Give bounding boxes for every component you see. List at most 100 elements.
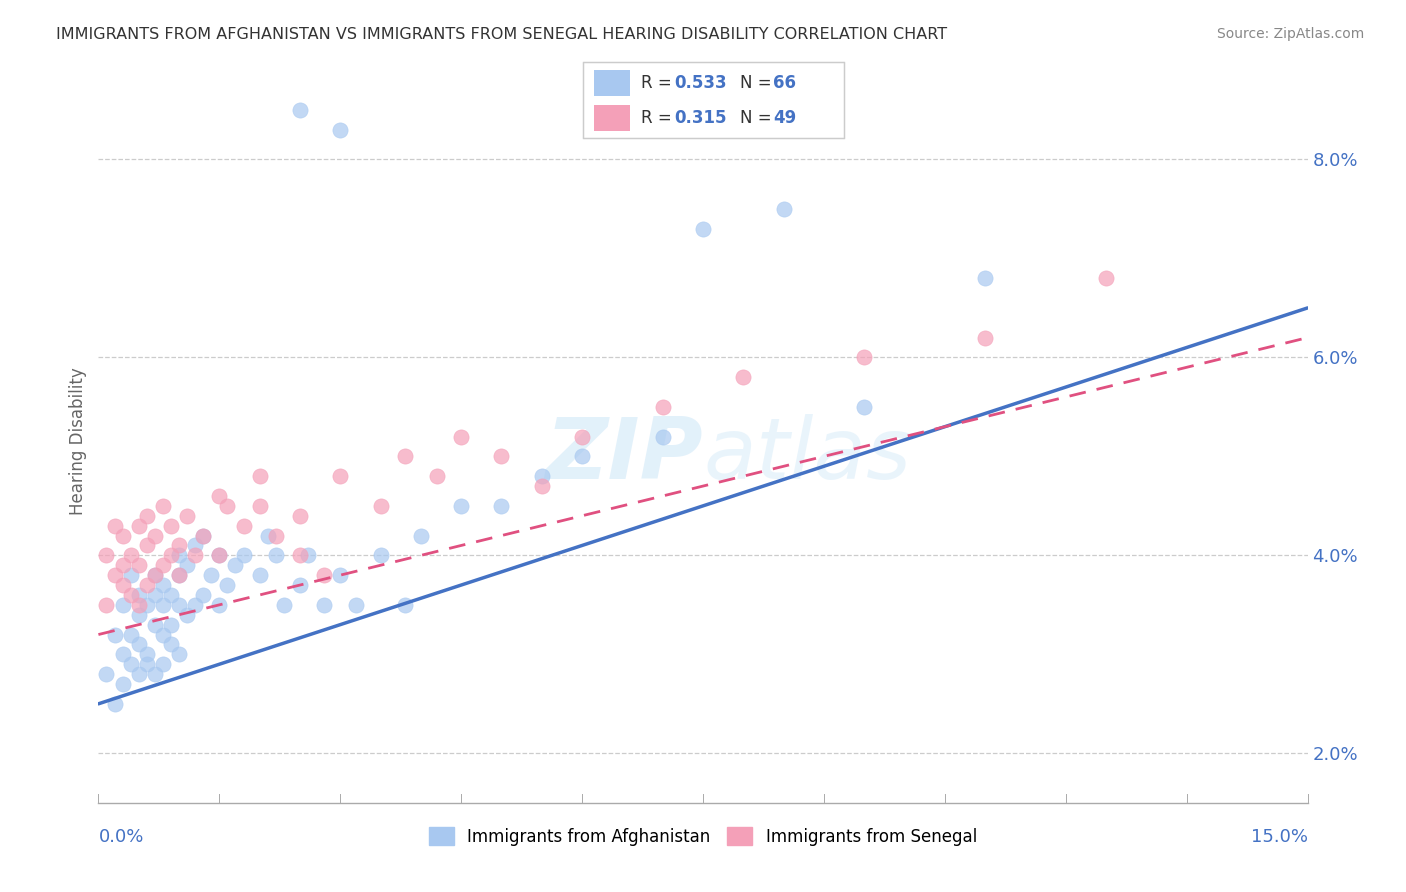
Point — [288, 508, 311, 523]
Text: 0.315: 0.315 — [675, 109, 727, 127]
Point — [152, 598, 174, 612]
Point — [143, 568, 166, 582]
Point — [160, 518, 183, 533]
Point — [128, 637, 150, 651]
Point — [208, 549, 231, 563]
Point — [167, 549, 190, 563]
Point — [288, 549, 311, 563]
Point — [167, 568, 190, 582]
Point — [135, 539, 157, 553]
Point — [176, 508, 198, 523]
Point — [128, 518, 150, 533]
Point — [208, 549, 231, 563]
Point — [135, 657, 157, 672]
Point — [426, 469, 449, 483]
Point — [651, 429, 673, 443]
FancyBboxPatch shape — [593, 70, 630, 95]
Text: ZIP: ZIP — [546, 415, 703, 498]
Point — [314, 598, 336, 612]
Point — [394, 598, 416, 612]
Point — [128, 588, 150, 602]
Point — [193, 588, 215, 602]
Point — [249, 568, 271, 582]
Point — [370, 499, 392, 513]
Legend: Immigrants from Afghanistan, Immigrants from Senegal: Immigrants from Afghanistan, Immigrants … — [422, 821, 984, 852]
Point — [96, 549, 118, 563]
Point — [329, 122, 352, 136]
Point — [224, 558, 246, 573]
Point — [135, 578, 157, 592]
Point — [264, 528, 287, 542]
Point — [853, 400, 876, 414]
Point — [314, 568, 336, 582]
Text: atlas: atlas — [703, 415, 911, 498]
Point — [974, 271, 997, 285]
Point — [160, 617, 183, 632]
Point — [152, 578, 174, 592]
Point — [217, 499, 239, 513]
Point — [103, 518, 125, 533]
Point — [184, 539, 207, 553]
Point — [288, 103, 311, 117]
Point — [143, 588, 166, 602]
Text: 66: 66 — [773, 74, 796, 92]
Point — [96, 667, 118, 681]
Point — [409, 528, 432, 542]
Point — [176, 607, 198, 622]
Point — [208, 489, 231, 503]
Point — [160, 549, 183, 563]
Point — [128, 558, 150, 573]
Point — [232, 549, 254, 563]
Point — [450, 499, 472, 513]
Point — [143, 667, 166, 681]
Point — [184, 549, 207, 563]
Point — [160, 588, 183, 602]
Point — [692, 221, 714, 235]
Point — [772, 202, 794, 216]
Point — [530, 479, 553, 493]
Point — [297, 549, 319, 563]
Point — [491, 450, 513, 464]
Text: R =: R = — [641, 74, 676, 92]
Point — [111, 528, 134, 542]
Point — [135, 508, 157, 523]
Point — [120, 627, 142, 641]
Text: 0.0%: 0.0% — [98, 828, 143, 846]
Point — [853, 351, 876, 365]
Point — [152, 558, 174, 573]
Point — [143, 528, 166, 542]
Point — [111, 648, 134, 662]
Point — [264, 549, 287, 563]
Point — [184, 598, 207, 612]
Point — [111, 578, 134, 592]
Text: N =: N = — [740, 74, 776, 92]
Point — [103, 697, 125, 711]
Point — [193, 528, 215, 542]
Point — [329, 568, 352, 582]
Point — [167, 598, 190, 612]
Point — [143, 617, 166, 632]
Point — [160, 637, 183, 651]
Text: 0.533: 0.533 — [675, 74, 727, 92]
Point — [571, 429, 593, 443]
Point — [249, 469, 271, 483]
Point — [344, 598, 367, 612]
Point — [167, 648, 190, 662]
Point — [152, 657, 174, 672]
Point — [273, 598, 295, 612]
Point — [103, 627, 125, 641]
Point — [232, 518, 254, 533]
Point — [143, 568, 166, 582]
Point — [120, 657, 142, 672]
Point — [103, 568, 125, 582]
Point — [167, 539, 190, 553]
Point — [651, 400, 673, 414]
Point — [329, 469, 352, 483]
Point — [96, 598, 118, 612]
Text: 15.0%: 15.0% — [1250, 828, 1308, 846]
Text: R =: R = — [641, 109, 676, 127]
Text: IMMIGRANTS FROM AFGHANISTAN VS IMMIGRANTS FROM SENEGAL HEARING DISABILITY CORREL: IMMIGRANTS FROM AFGHANISTAN VS IMMIGRANT… — [56, 27, 948, 42]
Point — [135, 648, 157, 662]
Point — [394, 450, 416, 464]
Point — [571, 450, 593, 464]
